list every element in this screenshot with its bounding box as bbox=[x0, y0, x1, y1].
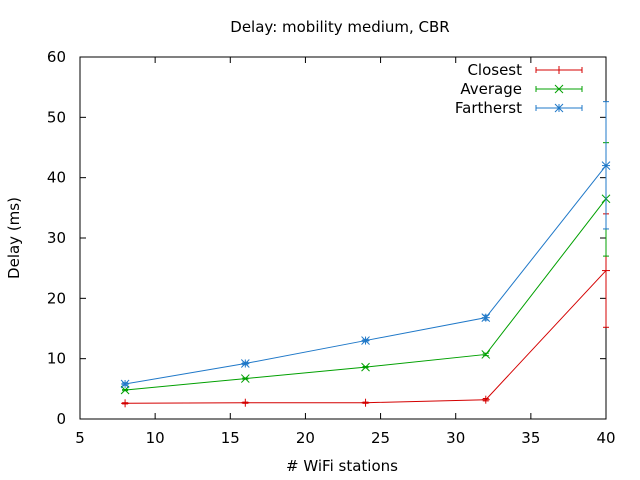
legend-marker bbox=[554, 103, 564, 113]
data-point bbox=[601, 161, 611, 170]
y-tick-label: 0 bbox=[56, 410, 66, 428]
legend-label: Fartherst bbox=[455, 99, 522, 117]
x-tick-label: 25 bbox=[371, 429, 390, 447]
chart-title: Delay: mobility medium, CBR bbox=[230, 18, 449, 36]
series-line bbox=[125, 165, 607, 385]
data-point bbox=[361, 336, 370, 345]
x-tick-label: 15 bbox=[221, 429, 240, 447]
series-line bbox=[125, 198, 607, 391]
x-tick-label: 35 bbox=[521, 429, 540, 447]
data-point bbox=[361, 362, 370, 372]
data-point bbox=[240, 359, 250, 368]
x-axis-label: # WiFi stations bbox=[286, 457, 398, 475]
plot-frame bbox=[79, 56, 607, 420]
y-tick-label: 30 bbox=[47, 229, 66, 247]
series-closest bbox=[121, 213, 610, 408]
x-tick-label: 10 bbox=[146, 429, 165, 447]
x-tick-label: 40 bbox=[596, 429, 615, 447]
x-tick-label: 20 bbox=[296, 429, 315, 447]
plot-area bbox=[120, 101, 611, 408]
y-axis-label: Delay (ms) bbox=[5, 197, 23, 279]
x-tick-label: 30 bbox=[446, 429, 465, 447]
legend-label: Average bbox=[460, 80, 522, 98]
data-point bbox=[481, 313, 491, 322]
y-tick-label: 20 bbox=[47, 289, 66, 307]
axes: 5 10 15 20 25 30 35 40 0 10 20 30 40 50 60 bbox=[47, 48, 616, 447]
legend-marker bbox=[554, 84, 564, 94]
data-point bbox=[240, 374, 250, 383]
series-average bbox=[120, 142, 611, 395]
y-tick-label: 50 bbox=[47, 108, 66, 126]
data-point bbox=[120, 379, 130, 389]
legend-label: Closest bbox=[467, 61, 522, 79]
y-tick-label: 40 bbox=[47, 169, 66, 187]
y-tick-label: 10 bbox=[47, 350, 66, 368]
series-fartherst bbox=[120, 101, 611, 389]
x-tick-label: 5 bbox=[75, 429, 85, 447]
y-tick-label: 60 bbox=[47, 48, 66, 66]
data-point bbox=[481, 350, 491, 359]
